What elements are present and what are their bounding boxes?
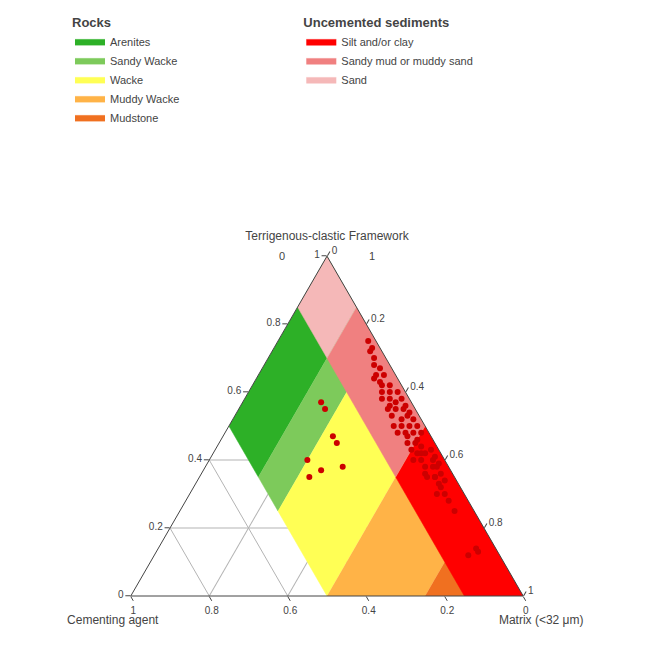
svg-text:0.8: 0.8 [205,605,219,616]
svg-text:0.2: 0.2 [440,605,454,616]
svg-text:0.4: 0.4 [188,453,202,464]
svg-text:1: 1 [314,249,320,260]
svg-text:Matrix (<32 μm): Matrix (<32 μm) [499,613,584,627]
svg-text:Arenites: Arenites [110,36,151,48]
svg-text:0: 0 [523,605,529,616]
svg-text:0.8: 0.8 [267,317,281,328]
svg-text:Sandy Wacke: Sandy Wacke [110,55,177,67]
svg-text:0.4: 0.4 [362,605,376,616]
svg-text:Sandy mud or muddy sand: Sandy mud or muddy sand [341,55,472,67]
svg-text:Sand: Sand [341,74,367,86]
svg-text:1: 1 [369,250,375,262]
svg-text:Wacke: Wacke [110,74,143,86]
svg-text:0: 0 [118,589,124,600]
svg-text:0.6: 0.6 [450,449,464,460]
svg-text:Rocks: Rocks [72,15,111,30]
svg-text:0.4: 0.4 [410,381,424,392]
svg-text:0.8: 0.8 [489,517,503,528]
svg-text:0.2: 0.2 [371,313,385,324]
svg-text:Terrigenous-clastic Framework: Terrigenous-clastic Framework [245,229,409,243]
svg-text:0: 0 [332,245,338,256]
svg-text:0: 0 [279,250,285,262]
svg-text:1: 1 [130,605,136,616]
svg-text:Mudstone: Mudstone [110,112,158,124]
svg-text:0.6: 0.6 [227,385,241,396]
svg-text:Muddy Wacke: Muddy Wacke [110,93,179,105]
svg-text:Uncemented sediments: Uncemented sediments [303,15,449,30]
svg-text:1: 1 [528,585,534,596]
svg-text:0.6: 0.6 [283,605,297,616]
svg-text:Cementing agent: Cementing agent [67,613,159,627]
svg-text:0.2: 0.2 [149,521,163,532]
svg-text:Silt and/or clay: Silt and/or clay [341,36,414,48]
